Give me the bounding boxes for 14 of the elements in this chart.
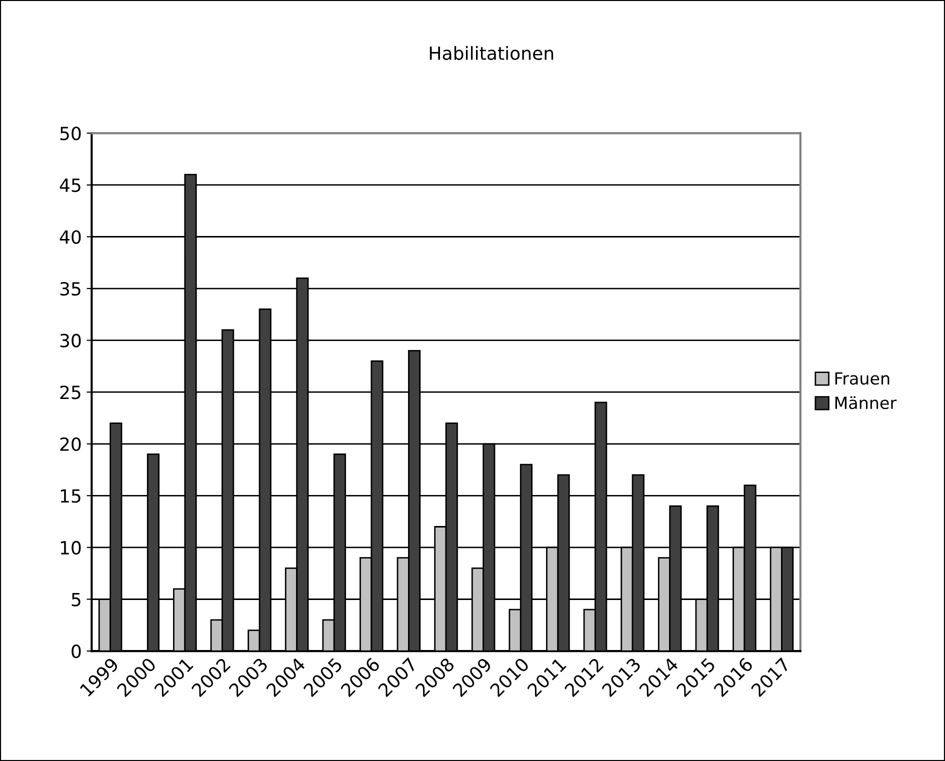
y-tick-label: 0: [72, 644, 81, 658]
y-tick-label: 45: [60, 178, 80, 192]
y-tick-label: 15: [60, 489, 80, 503]
y-tick-label: 25: [60, 386, 80, 400]
chart-title: Habilitationen: [430, 46, 554, 60]
y-tick-label: 5: [72, 592, 80, 606]
y-tick-label: 50: [60, 126, 81, 140]
legend-label: Männer: [835, 396, 897, 410]
y-tick-label: 40: [60, 230, 81, 244]
y-tick-label: 30: [60, 334, 81, 348]
y-tick-label: 20: [60, 437, 81, 452]
legend-label: Frauen: [835, 372, 890, 385]
y-tick-label: 10: [60, 540, 81, 555]
y-tick-label: 35: [60, 282, 80, 296]
